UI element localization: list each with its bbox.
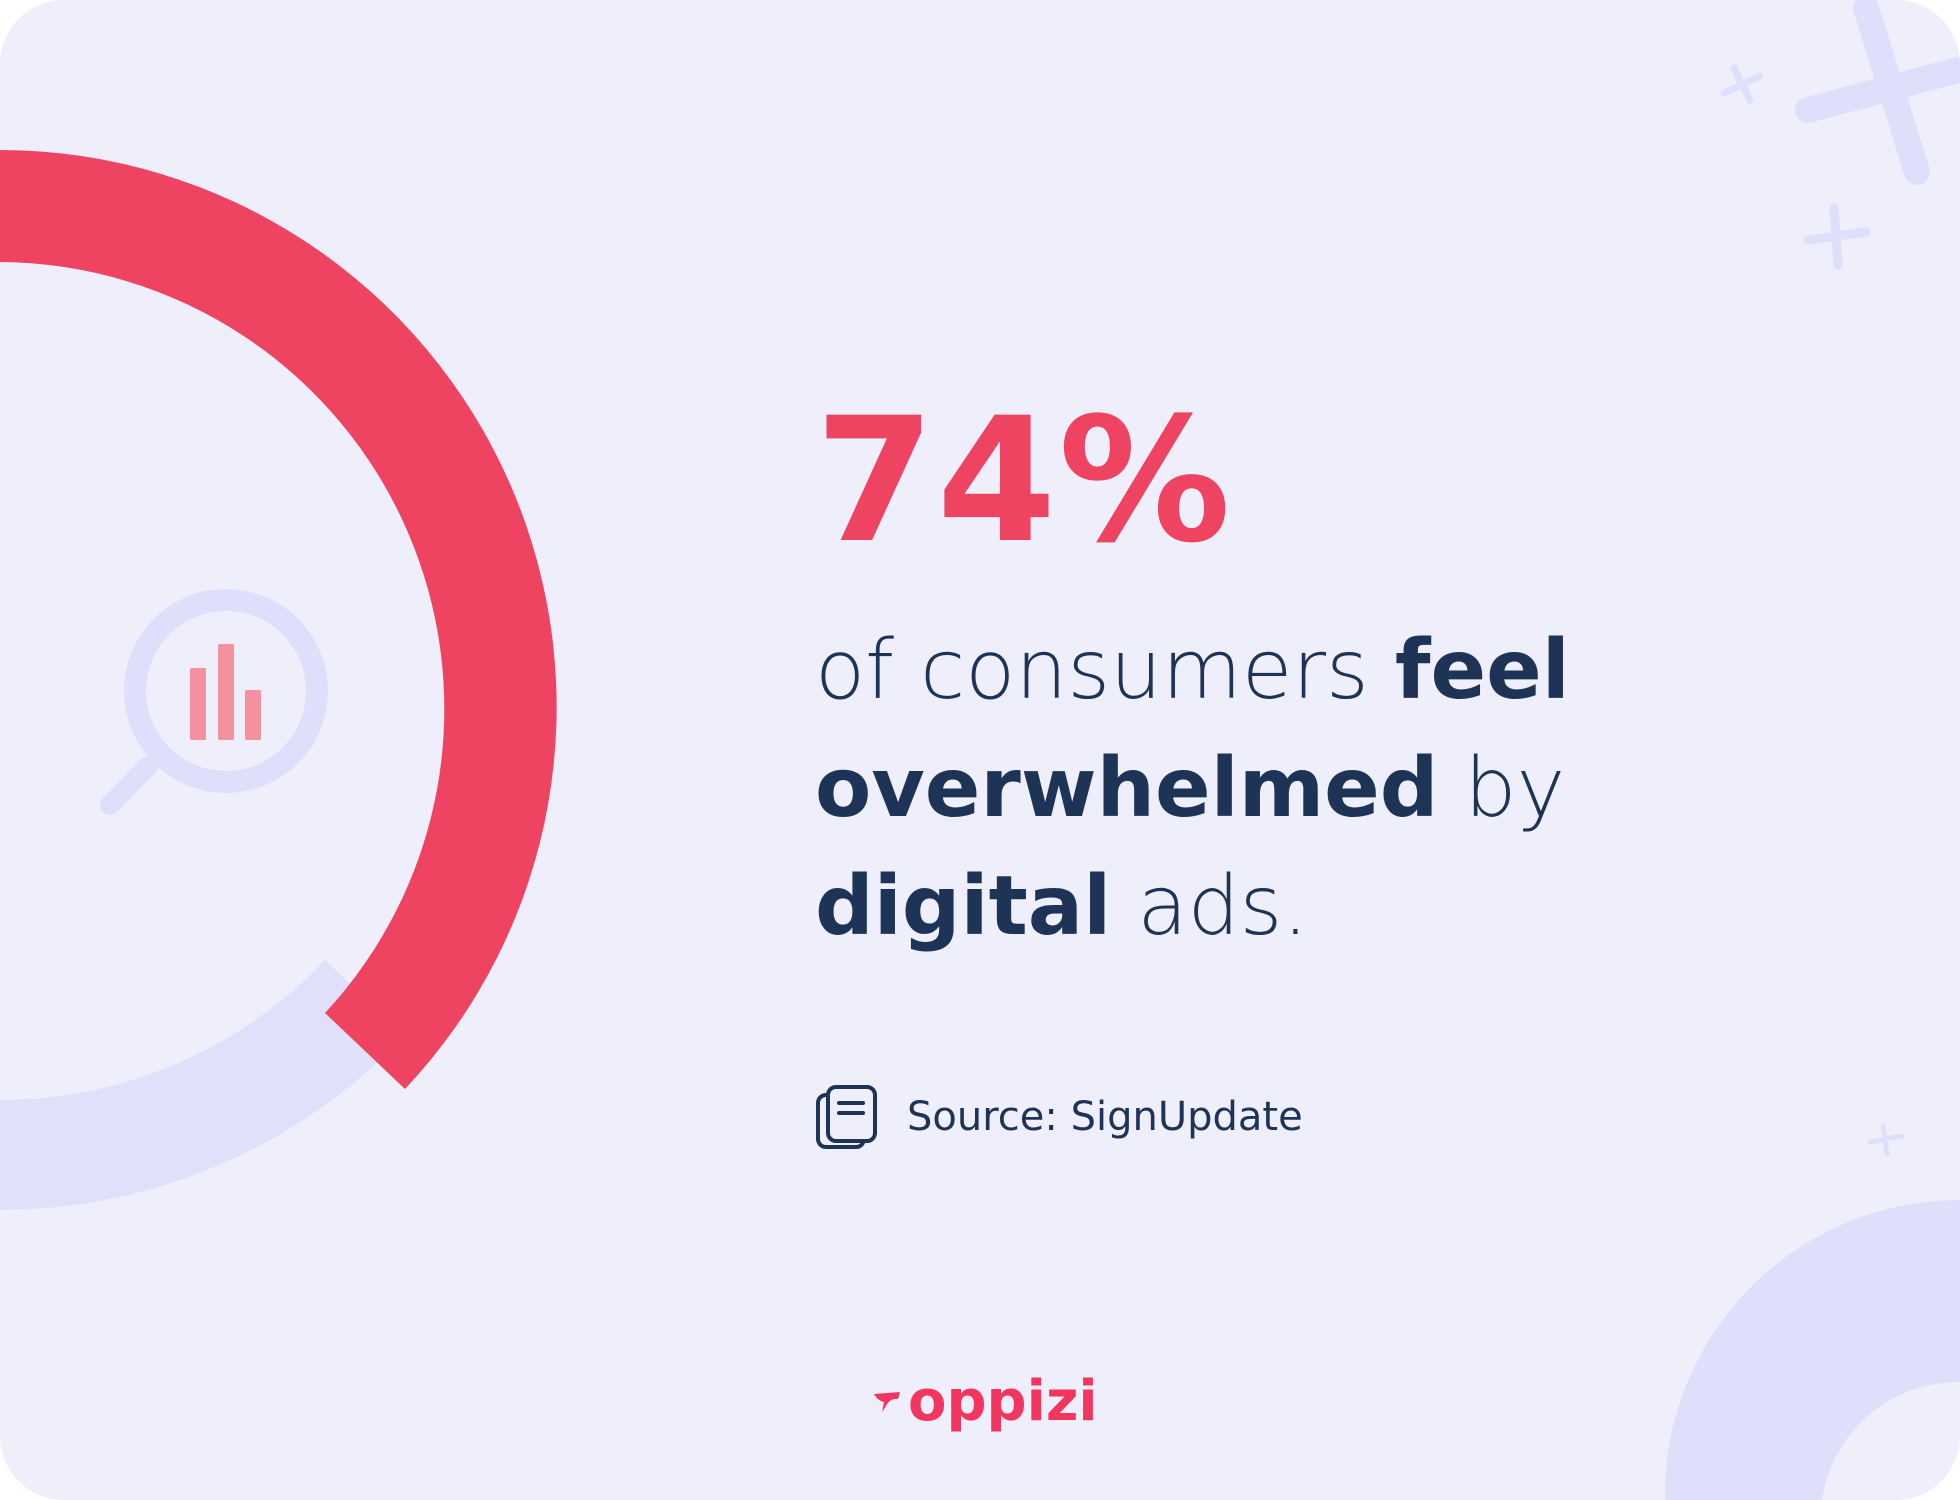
description-line-3: digital ads. [815, 848, 1815, 966]
corner-arc [1664, 1200, 1960, 1500]
description-emphasis: overwhelmed [815, 741, 1439, 836]
document-stack-icon [816, 1085, 877, 1149]
ring-track [0, 960, 405, 1210]
description-text: ads. [1111, 859, 1309, 954]
description-text: of consumers [815, 623, 1395, 718]
description-text: by [1438, 741, 1566, 836]
description-line-1: of consumers feel [815, 612, 1815, 730]
source-citation: Source: SignUpdate [815, 1082, 1303, 1152]
description-line-2: overwhelmed by [815, 730, 1815, 848]
source-label: Source: SignUpdate [907, 1094, 1303, 1140]
sparkle-icon [1720, 64, 1764, 104]
sparkle-icon [1795, 0, 1960, 185]
brand-mark-icon [874, 1392, 900, 1412]
brand-name: oppizi [908, 1369, 1098, 1434]
sparkle-icon [1803, 203, 1871, 270]
ring-progress [0, 150, 557, 1089]
sparkle-icon [1867, 1123, 1905, 1157]
description-emphasis: feel [1394, 623, 1570, 718]
stat-description: of consumers feel overwhelmed by digital… [815, 612, 1815, 966]
brand-logo: oppizi [872, 1374, 1098, 1430]
description-emphasis: digital [815, 859, 1112, 954]
magnifier-bar-chart-icon [100, 589, 328, 815]
stat-value: 74% [815, 380, 1233, 581]
